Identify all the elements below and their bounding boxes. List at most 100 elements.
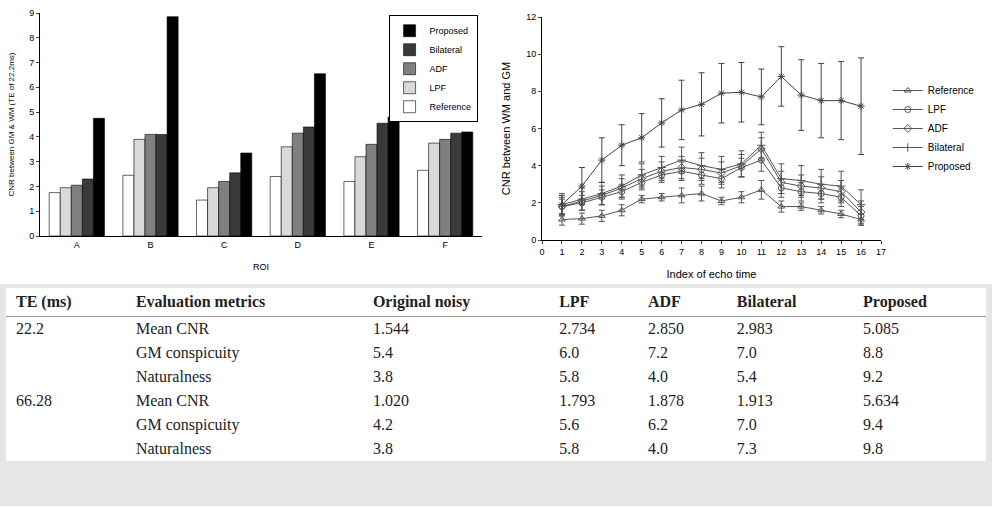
html-text:4.2: 4.2 <box>372 416 393 433</box>
svg-text:ADF: ADF <box>928 123 948 134</box>
svg-text:8: 8 <box>29 33 34 43</box>
svg-text:12: 12 <box>526 12 536 22</box>
html-text:Proposed: Proposed <box>863 293 927 310</box>
svg-text:0: 0 <box>531 235 536 245</box>
svg-text:D: D <box>295 240 302 250</box>
svg-text:3: 3 <box>29 157 34 167</box>
html-text:3.8: 3.8 <box>372 368 393 385</box>
html-text:1.913: 1.913 <box>736 392 773 409</box>
svg-text:11: 11 <box>757 247 766 257</box>
html-text:3.8: 3.8 <box>372 440 393 457</box>
html-text:4.0: 4.0 <box>648 440 668 457</box>
svg-text:ADF: ADF <box>430 64 449 74</box>
html-text:Evaluation metrics: Evaluation metrics <box>135 293 266 310</box>
svg-text:B: B <box>147 240 153 250</box>
html-text:Mean CNR: Mean CNR <box>135 392 210 409</box>
html-text:Original noisy: Original noisy <box>372 293 471 310</box>
svg-text:2: 2 <box>531 198 536 208</box>
svg-text:Reference: Reference <box>430 102 472 112</box>
svg-text:Bilateral: Bilateral <box>928 142 964 153</box>
svg-text:5: 5 <box>29 107 34 117</box>
svg-text:9: 9 <box>29 8 34 18</box>
html-text:1.020: 1.020 <box>372 392 409 409</box>
html-text:7.0: 7.0 <box>736 416 757 433</box>
html-text:Naturalness: Naturalness <box>135 368 212 385</box>
html-text:9.8: 9.8 <box>863 440 884 457</box>
svg-text:4: 4 <box>531 161 536 171</box>
html-text:2.850: 2.850 <box>648 320 684 337</box>
svg-text:8: 8 <box>531 86 536 96</box>
html-text:5.8: 5.8 <box>559 368 580 385</box>
svg-text:9: 9 <box>719 247 724 257</box>
svg-text:7: 7 <box>29 58 34 68</box>
svg-text:12: 12 <box>776 247 786 257</box>
svg-text:CNR between WM and GM: CNR between WM and GM <box>500 62 512 195</box>
html-text:6.0: 6.0 <box>559 344 580 361</box>
svg-text:Proposed: Proposed <box>430 26 469 36</box>
svg-text:8: 8 <box>699 247 704 257</box>
svg-text:4: 4 <box>619 247 624 257</box>
svg-text:LPF: LPF <box>928 104 946 115</box>
svg-text:6: 6 <box>659 247 664 257</box>
html-text:Mean CNR: Mean CNR <box>135 320 210 337</box>
html-text:Naturalness: Naturalness <box>135 440 212 457</box>
svg-text:0: 0 <box>29 231 34 241</box>
html-text:22.2: 22.2 <box>16 320 44 337</box>
svg-text:15: 15 <box>836 247 846 257</box>
svg-text:1: 1 <box>29 206 34 216</box>
svg-text:CNR between GM & WM (TE of 22.: CNR between GM & WM (TE of 22.2ms) <box>7 52 16 196</box>
html-text:7.0: 7.0 <box>736 344 757 361</box>
svg-text:14: 14 <box>816 247 826 257</box>
html-text:1.544: 1.544 <box>372 320 409 337</box>
html-text:7.2: 7.2 <box>648 344 668 361</box>
html-text:5.085: 5.085 <box>863 320 900 337</box>
html-text:5.634: 5.634 <box>863 392 900 409</box>
svg-text:E: E <box>368 240 374 250</box>
html-text:5.4: 5.4 <box>372 344 393 361</box>
html-text:1.878: 1.878 <box>648 392 684 409</box>
svg-text:Reference: Reference <box>928 85 975 96</box>
svg-text:1: 1 <box>559 247 564 257</box>
html-text:4.0: 4.0 <box>648 368 668 385</box>
svg-text:13: 13 <box>796 247 806 257</box>
svg-text:3: 3 <box>599 247 604 257</box>
html-text:9.2: 9.2 <box>863 368 884 385</box>
svg-text:10: 10 <box>736 247 746 257</box>
html-text:Bilateral: Bilateral <box>736 293 797 310</box>
svg-text:5: 5 <box>639 247 644 257</box>
svg-text:16: 16 <box>856 247 866 257</box>
html-text:ADF: ADF <box>648 293 681 310</box>
svg-text:2: 2 <box>29 182 34 192</box>
html-text:9.4: 9.4 <box>863 416 884 433</box>
svg-text:C: C <box>221 240 228 250</box>
svg-text:0: 0 <box>539 247 544 257</box>
html-text:8.8: 8.8 <box>863 344 884 361</box>
html-text:GM conspicuity: GM conspicuity <box>135 416 240 433</box>
html-text:LPF: LPF <box>559 293 590 310</box>
svg-text:6: 6 <box>531 124 536 134</box>
html-text:2.983: 2.983 <box>736 320 773 337</box>
svg-text:10: 10 <box>526 49 536 59</box>
html-text:7.3: 7.3 <box>736 440 757 457</box>
svg-text:17: 17 <box>876 247 886 257</box>
svg-text:LPF: LPF <box>430 83 447 93</box>
html-text:5.6: 5.6 <box>559 416 580 433</box>
svg-text:F: F <box>442 240 448 250</box>
html-text:GM conspicuity: GM conspicuity <box>135 344 240 361</box>
html-text:6.2: 6.2 <box>648 416 668 433</box>
html-text:TE (ms): TE (ms) <box>16 293 72 310</box>
html-text:1.793: 1.793 <box>559 392 596 409</box>
html-text:2.734: 2.734 <box>559 320 596 337</box>
html-text:5.8: 5.8 <box>559 440 580 457</box>
svg-text:2: 2 <box>579 247 584 257</box>
svg-text:4: 4 <box>29 132 34 142</box>
svg-text:Index of echo time: Index of echo time <box>667 268 757 280</box>
svg-text:7: 7 <box>679 247 684 257</box>
html-text:5.4: 5.4 <box>736 368 757 385</box>
html-text:66.28: 66.28 <box>16 392 52 409</box>
svg-text:Proposed: Proposed <box>928 161 971 172</box>
svg-text:ROI: ROI <box>253 262 269 272</box>
svg-text:A: A <box>74 240 80 250</box>
svg-text:6: 6 <box>29 82 34 92</box>
svg-text:Bilateral: Bilateral <box>430 45 463 55</box>
